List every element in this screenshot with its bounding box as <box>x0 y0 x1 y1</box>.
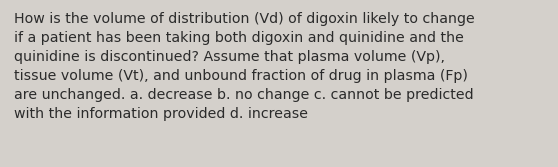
Text: How is the volume of distribution (Vd) of digoxin likely to change
if a patient : How is the volume of distribution (Vd) o… <box>14 12 475 121</box>
